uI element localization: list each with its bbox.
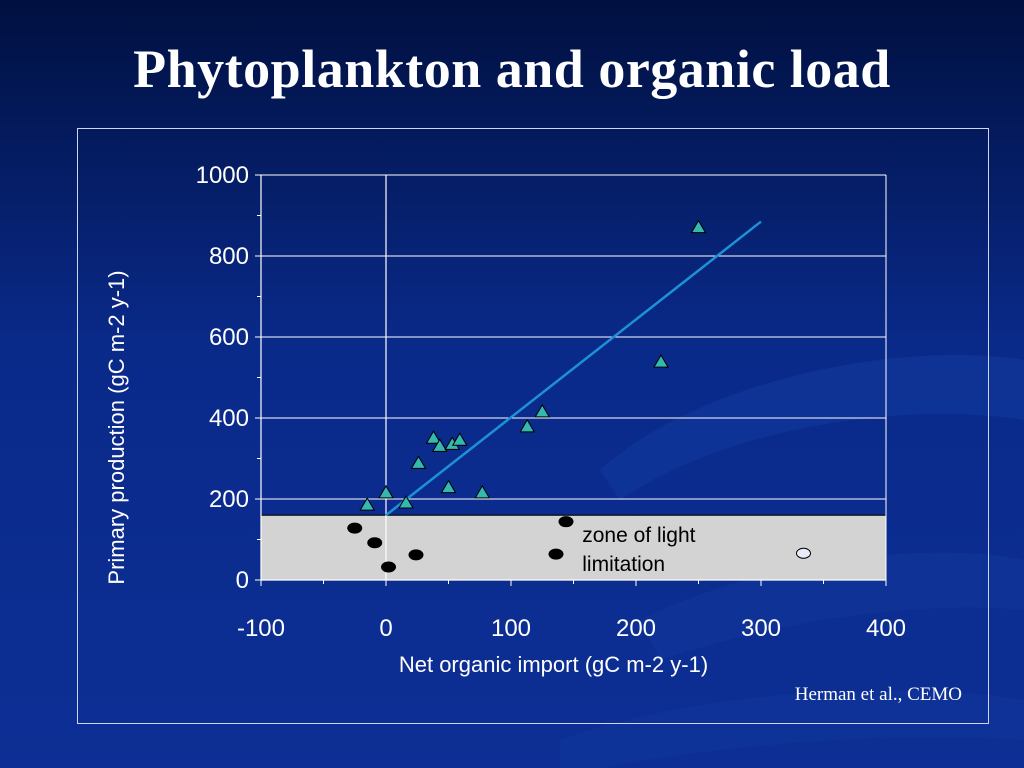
- triangle-point: [690, 219, 707, 234]
- y-axis-title: Primary production (gC m-2 y-1): [104, 270, 129, 584]
- citation: Herman et al., CEMO: [794, 684, 962, 705]
- annotation-line-1: zone of light: [582, 524, 695, 547]
- triangle-point: [440, 479, 457, 494]
- y-tick-label: 1000: [196, 162, 249, 189]
- annotation-line-2: limitation: [582, 553, 665, 576]
- dot-point: [548, 548, 564, 560]
- triangle-point: [534, 403, 551, 418]
- x-tick-label: 400: [866, 615, 906, 642]
- x-tick-label: 100: [491, 615, 531, 642]
- triangle-point: [425, 430, 442, 444]
- dot-point: [367, 537, 383, 549]
- y-tick-label: 600: [209, 324, 249, 351]
- dot-point: [558, 516, 574, 528]
- chart-frame: [77, 128, 989, 724]
- open-dot-point: [796, 547, 811, 559]
- triangle-point: [431, 438, 448, 452]
- light-limitation-zone: [261, 515, 886, 580]
- y-tick-label: 0: [236, 567, 249, 594]
- triangle-point: [378, 484, 394, 499]
- triangle-point: [451, 432, 468, 446]
- y-tick-label: 800: [209, 243, 249, 270]
- triangle-point: [653, 354, 669, 368]
- dot-point: [408, 549, 424, 561]
- triangle-point: [519, 418, 536, 433]
- dot-point: [347, 522, 363, 534]
- x-tick-label: -100: [237, 615, 285, 642]
- triangle-point: [398, 495, 414, 509]
- slide-title: Phytoplankton and organic load: [133, 39, 891, 99]
- regression-line: [385, 220, 762, 517]
- x-tick-label: 0: [379, 615, 392, 642]
- triangle-point: [410, 455, 427, 469]
- x-tick-label: 300: [741, 615, 781, 642]
- y-tick-label: 400: [209, 405, 249, 432]
- y-tick-label: 200: [209, 486, 249, 513]
- x-tick-label: 200: [616, 615, 656, 642]
- x-axis-title: Net organic import (gC m-2 y-1): [399, 652, 708, 677]
- triangle-point: [359, 497, 376, 511]
- triangle-point: [474, 484, 491, 499]
- dot-point: [381, 561, 396, 573]
